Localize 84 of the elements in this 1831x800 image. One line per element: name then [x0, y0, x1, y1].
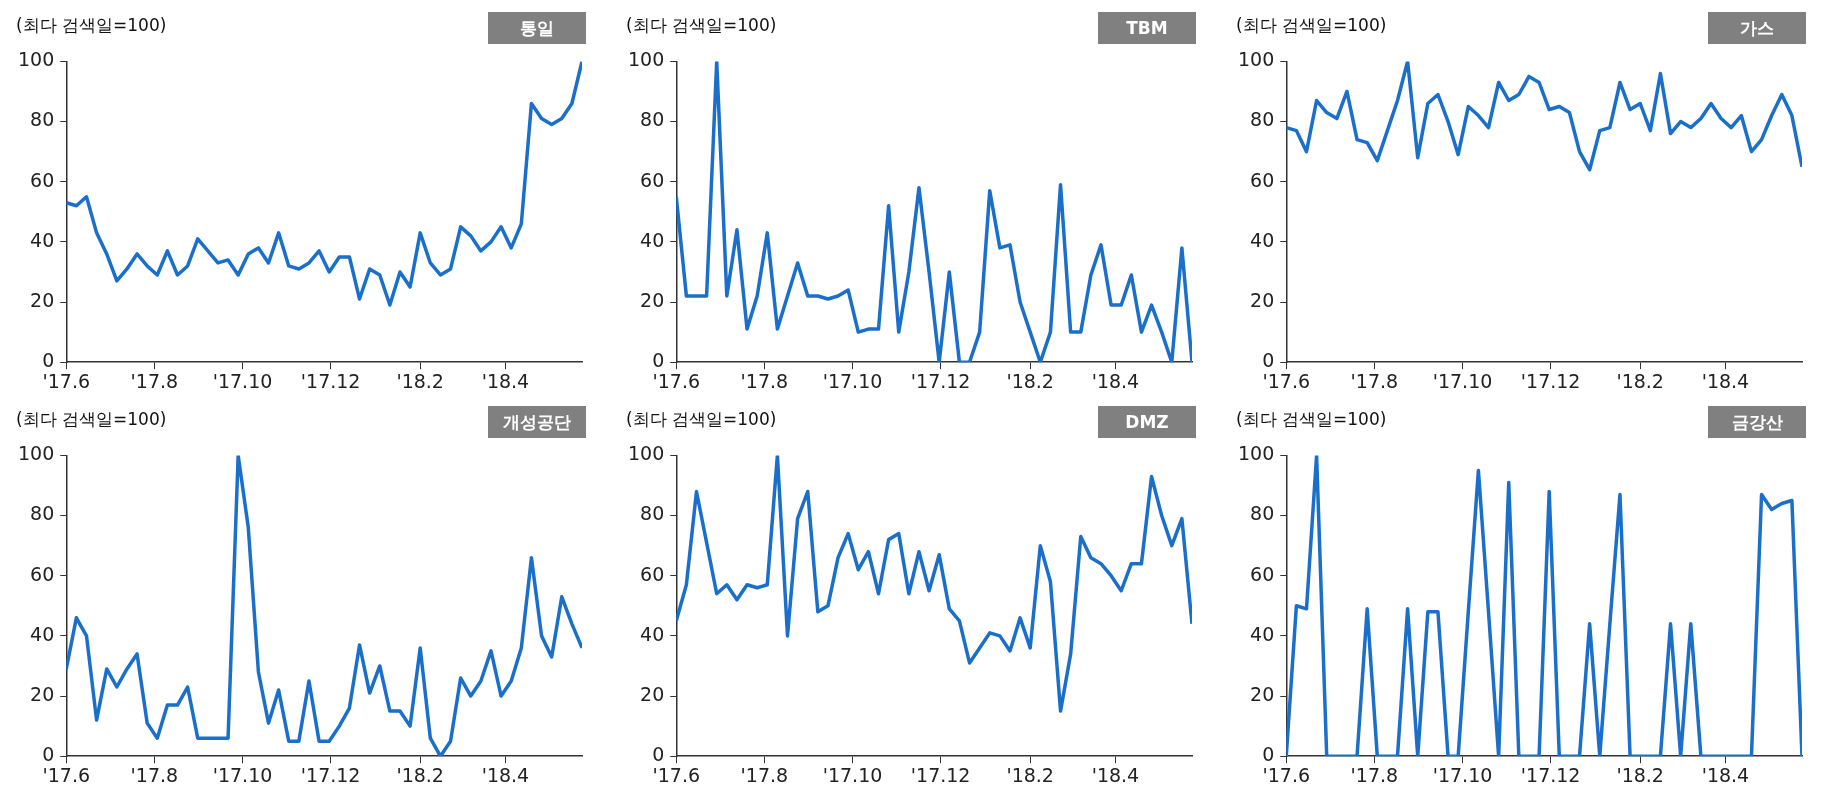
- x-tick-label: '17.12: [1520, 763, 1581, 786]
- x-tick-label: '17.10: [1432, 369, 1493, 392]
- x-tick-label: '18.2: [396, 369, 444, 392]
- y-tick-label: 0: [1262, 743, 1275, 766]
- y-tick-label: 20: [30, 682, 55, 705]
- x-tick-label: '17.12: [910, 369, 971, 392]
- y-tick-label: 100: [1238, 442, 1275, 465]
- y-tick-label: 40: [640, 622, 665, 645]
- y-tick-label: 80: [30, 108, 55, 131]
- x-tick-label: '17.12: [1520, 369, 1581, 392]
- x-tick-label: '18.2: [1006, 763, 1054, 786]
- x-tick-label: '17.12: [910, 763, 971, 786]
- y-tick-label: 40: [1250, 622, 1275, 645]
- x-tick-label: '18.2: [396, 763, 444, 786]
- chart-title: 가스: [1708, 12, 1806, 44]
- x-tick-label: '17.6: [652, 763, 701, 786]
- x-tick-label: '17.10: [212, 763, 273, 786]
- x-tick-label: '18.2: [1616, 763, 1664, 786]
- y-axis-title: (최다 검색일=100): [16, 408, 167, 431]
- y-tick-label: 80: [1250, 108, 1275, 131]
- x-tick-label: '17.10: [1432, 763, 1493, 786]
- x-tick-label: '17.6: [1262, 763, 1311, 786]
- y-tick-label: 100: [628, 442, 665, 465]
- y-tick-label: 100: [18, 48, 55, 71]
- x-tick-label: '17.10: [822, 763, 883, 786]
- y-tick-label: 100: [18, 442, 55, 465]
- x-tick-label: '18.4: [481, 763, 530, 786]
- y-tick-label: 20: [640, 682, 665, 705]
- chart-title: TBM: [1098, 12, 1196, 44]
- x-tick-label: '17.6: [1262, 369, 1311, 392]
- y-axis-title: (최다 검색일=100): [1236, 14, 1387, 37]
- x-tick-label: '18.2: [1006, 369, 1054, 392]
- chart-title: 개성공단: [488, 406, 586, 438]
- y-tick-label: 100: [1238, 48, 1275, 71]
- x-tick-label: '17.10: [822, 369, 883, 392]
- x-tick-label: '17.8: [740, 763, 789, 786]
- y-tick-label: 0: [652, 743, 665, 766]
- y-tick-label: 20: [30, 288, 55, 311]
- x-tick-label: '18.4: [1701, 369, 1750, 392]
- y-tick-label: 40: [30, 622, 55, 645]
- y-tick-label: 40: [640, 228, 665, 251]
- chart-title: 통일: [488, 12, 586, 44]
- y-axis-title: (최다 검색일=100): [626, 14, 777, 37]
- x-tick-label: '17.8: [130, 763, 179, 786]
- y-axis-title: (최다 검색일=100): [626, 408, 777, 431]
- y-tick-label: 20: [640, 288, 665, 311]
- y-tick-label: 40: [30, 228, 55, 251]
- x-tick-label: '18.2: [1616, 369, 1664, 392]
- y-tick-label: 80: [640, 502, 665, 525]
- y-tick-label: 60: [640, 168, 665, 191]
- y-tick-label: 60: [1250, 562, 1275, 585]
- y-tick-label: 60: [1250, 168, 1275, 191]
- y-tick-label: 60: [640, 562, 665, 585]
- x-tick-label: '17.6: [42, 369, 91, 392]
- x-tick-label: '17.8: [740, 369, 789, 392]
- y-tick-label: 20: [1250, 288, 1275, 311]
- y-tick-label: 0: [652, 349, 665, 372]
- x-tick-label: '18.4: [1091, 369, 1140, 392]
- chart-title: DMZ: [1098, 406, 1196, 438]
- y-tick-label: 60: [30, 168, 55, 191]
- chart-title: 금강산: [1708, 406, 1806, 438]
- y-tick-label: 0: [42, 349, 55, 372]
- x-tick-label: '17.10: [212, 369, 273, 392]
- x-tick-label: '17.8: [1350, 763, 1399, 786]
- y-tick-label: 60: [30, 562, 55, 585]
- y-tick-label: 80: [1250, 502, 1275, 525]
- y-tick-label: 100: [628, 48, 665, 71]
- x-tick-label: '17.8: [1350, 369, 1399, 392]
- x-tick-label: '17.6: [42, 763, 91, 786]
- x-tick-label: '17.12: [300, 369, 361, 392]
- y-tick-label: 0: [1262, 349, 1275, 372]
- y-tick-label: 80: [640, 108, 665, 131]
- y-tick-label: 0: [42, 743, 55, 766]
- x-tick-label: '17.8: [130, 369, 179, 392]
- x-tick-label: '18.4: [1701, 763, 1750, 786]
- y-axis-title: (최다 검색일=100): [1236, 408, 1387, 431]
- x-tick-label: '18.4: [1091, 763, 1140, 786]
- y-axis-title: (최다 검색일=100): [16, 14, 167, 37]
- y-tick-label: 40: [1250, 228, 1275, 251]
- x-tick-label: '18.4: [481, 369, 530, 392]
- y-tick-label: 80: [30, 502, 55, 525]
- x-tick-label: '17.6: [652, 369, 701, 392]
- x-tick-label: '17.12: [300, 763, 361, 786]
- y-tick-label: 20: [1250, 682, 1275, 705]
